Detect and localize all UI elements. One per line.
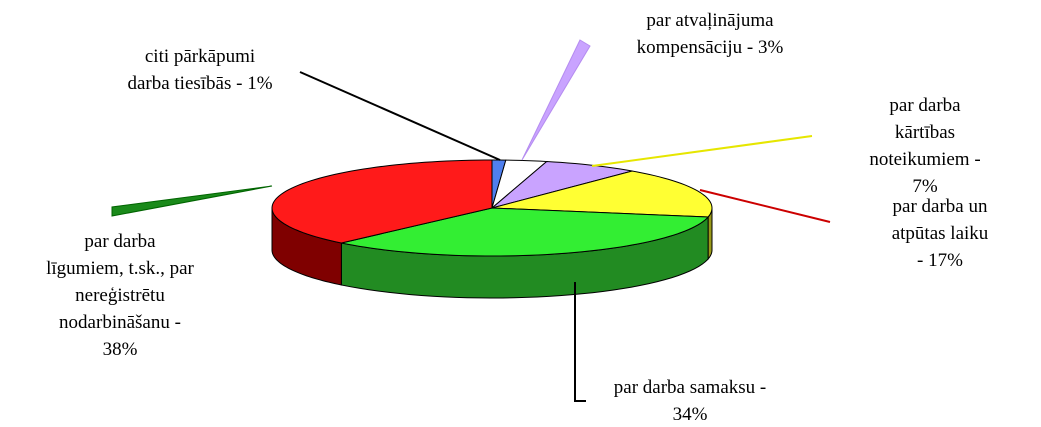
slice-label: citi pārkāpumi darba tiesībās - 1%	[127, 46, 273, 94]
leader-line	[591, 135, 813, 167]
pie-slice	[491, 170, 713, 218]
leader-line	[521, 39, 591, 161]
leader-line	[299, 71, 501, 161]
pie-slice	[271, 159, 493, 244]
slice-label: par atvaļinājuma kompensāciju - 3%	[636, 10, 784, 58]
slice-label: par darba samaksu - 34%	[613, 377, 767, 425]
slice-label: par darba un atpūtas laiku - 17%	[891, 196, 989, 271]
slice-label: par darba kārtības noteikumiem - 7%	[869, 95, 981, 197]
leader-line	[699, 189, 831, 223]
pie-slice	[341, 207, 710, 257]
leader-line	[574, 282, 586, 402]
leader-line	[111, 185, 273, 217]
slice-label: par darba līgumiem, t.sk., par nereģistr…	[46, 231, 194, 360]
pie-slice	[491, 160, 633, 209]
